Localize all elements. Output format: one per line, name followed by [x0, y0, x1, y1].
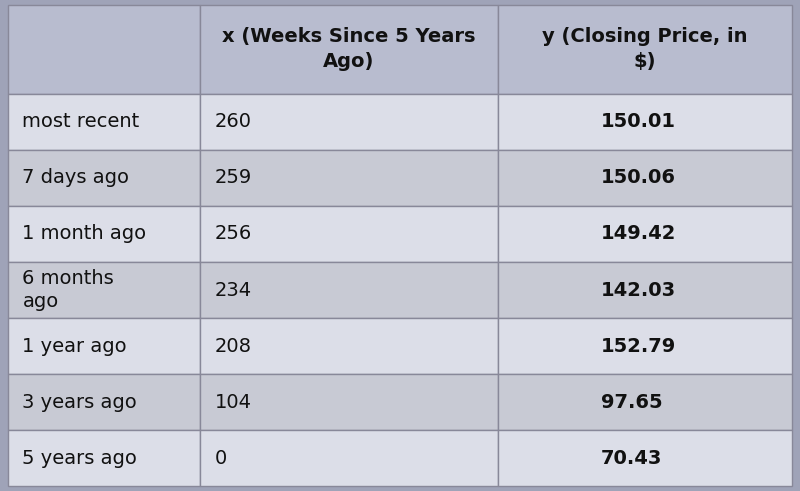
- Bar: [200, 150, 498, 206]
- Text: 149.42: 149.42: [601, 224, 676, 244]
- Bar: [8, 5, 200, 94]
- Bar: [200, 430, 498, 486]
- Bar: [200, 262, 498, 318]
- Bar: [498, 5, 792, 94]
- Text: 1 month ago: 1 month ago: [22, 224, 146, 244]
- Bar: [8, 318, 200, 374]
- Bar: [498, 430, 792, 486]
- Text: 234: 234: [214, 280, 252, 300]
- Text: 152.79: 152.79: [601, 336, 676, 355]
- Bar: [498, 318, 792, 374]
- Bar: [498, 150, 792, 206]
- Text: 142.03: 142.03: [601, 280, 676, 300]
- Bar: [8, 374, 200, 430]
- Bar: [200, 5, 498, 94]
- Text: 260: 260: [214, 112, 251, 132]
- Text: 104: 104: [214, 393, 251, 411]
- Text: most recent: most recent: [22, 112, 140, 132]
- Bar: [498, 374, 792, 430]
- Text: x (Weeks Since 5 Years
Ago): x (Weeks Since 5 Years Ago): [222, 27, 476, 71]
- Bar: [200, 374, 498, 430]
- Bar: [8, 94, 200, 150]
- Text: y (Closing Price, in
$): y (Closing Price, in $): [542, 27, 748, 71]
- Text: 70.43: 70.43: [601, 449, 662, 467]
- Bar: [8, 262, 200, 318]
- Text: 5 years ago: 5 years ago: [22, 449, 138, 467]
- Bar: [8, 150, 200, 206]
- Text: 256: 256: [214, 224, 252, 244]
- Bar: [200, 94, 498, 150]
- Bar: [498, 262, 792, 318]
- Text: 97.65: 97.65: [601, 393, 662, 411]
- Bar: [200, 318, 498, 374]
- Bar: [498, 206, 792, 262]
- Text: 0: 0: [214, 449, 226, 467]
- Text: 3 years ago: 3 years ago: [22, 393, 137, 411]
- Bar: [200, 206, 498, 262]
- Text: 150.01: 150.01: [601, 112, 676, 132]
- Text: 150.06: 150.06: [601, 168, 676, 188]
- Text: 7 days ago: 7 days ago: [22, 168, 130, 188]
- Text: 208: 208: [214, 336, 251, 355]
- Text: 1 year ago: 1 year ago: [22, 336, 127, 355]
- Bar: [498, 94, 792, 150]
- Text: 259: 259: [214, 168, 252, 188]
- Bar: [8, 430, 200, 486]
- Text: 6 months
ago: 6 months ago: [22, 269, 114, 311]
- Bar: [8, 206, 200, 262]
